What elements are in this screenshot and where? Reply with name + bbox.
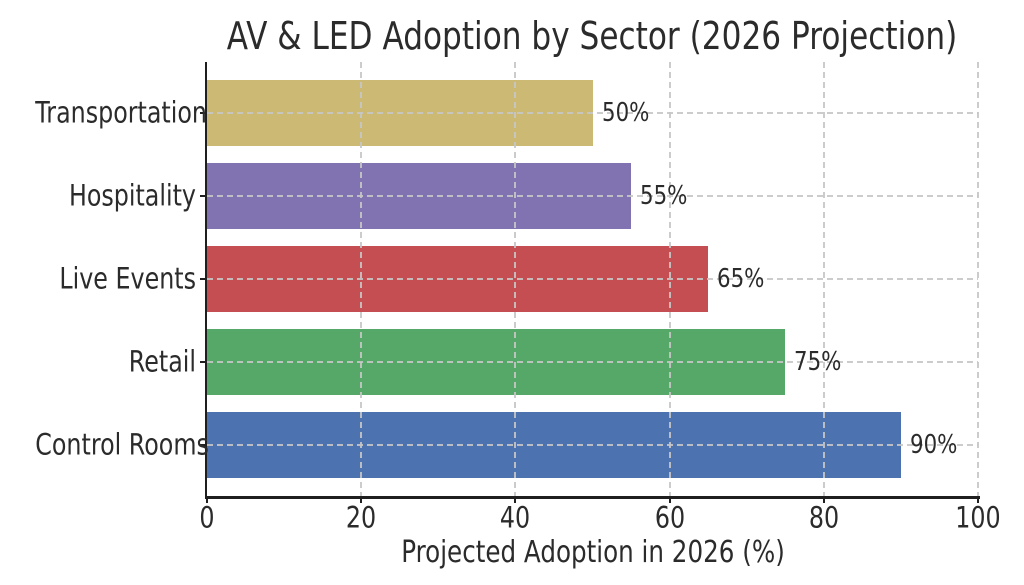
y-tick-label: Control Rooms: [35, 427, 209, 462]
x-axis-label: Projected Adoption in 2026 (%): [401, 535, 785, 570]
x-tick-label: 80: [808, 500, 839, 535]
x-tick-mark: [360, 496, 363, 503]
x-tick-mark: [514, 496, 517, 503]
x-axis-spine: [205, 496, 980, 499]
bar-value-label: 50%: [601, 98, 649, 129]
x-tick-mark: [977, 496, 979, 503]
y-gridline: [207, 112, 978, 115]
bar-value-label: 90%: [909, 429, 958, 460]
x-tick-mark: [822, 496, 825, 503]
y-tick-mark: [200, 195, 207, 198]
x-tick-mark: [206, 496, 208, 503]
x-tick-label: 20: [346, 500, 377, 535]
y-gridline: [207, 360, 978, 363]
x-tick-label: 40: [500, 500, 531, 535]
y-tick-mark: [200, 443, 207, 446]
y-tick-label: Hospitality: [68, 178, 196, 213]
y-gridline: [207, 195, 978, 198]
y-tick-label: Transportation: [35, 95, 207, 130]
x-gridline: [977, 62, 979, 496]
x-tick-label: 60: [654, 500, 685, 535]
x-tick-label: 100: [955, 500, 1001, 535]
x-tick-label: 0: [199, 500, 215, 535]
x-tick-mark: [668, 496, 671, 503]
bar-value-label: 75%: [794, 346, 842, 377]
y-tick-mark: [200, 278, 207, 280]
bar-value-label: 65%: [717, 264, 765, 294]
y-gridline: [207, 278, 978, 280]
y-tick-label: Retail: [128, 344, 196, 379]
bar-value-label: 55%: [640, 181, 688, 212]
y-axis-spine: [205, 62, 207, 498]
chart-title: AV & LED Adoption by Sector (2026 Projec…: [226, 14, 958, 58]
y-tick-mark: [200, 360, 207, 363]
y-tick-mark: [200, 112, 207, 115]
y-gridline: [207, 443, 978, 446]
y-tick-label: Live Events: [59, 261, 197, 296]
